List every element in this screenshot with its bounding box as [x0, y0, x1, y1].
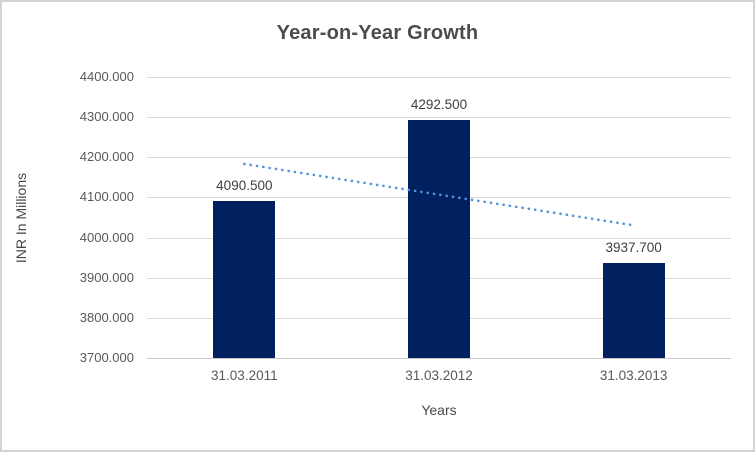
data-label: 4292.500 — [410, 97, 468, 113]
bar-31.03.2013 — [602, 262, 665, 358]
y-tick-label: 4300.000 — [79, 109, 134, 125]
y-tick-label: 4200.000 — [79, 149, 134, 165]
data-label: 3937.700 — [605, 239, 662, 255]
gridline — [147, 117, 731, 119]
y-tick-label: 3900.000 — [79, 269, 134, 285]
x-tick-label: 31.03.2012 — [405, 368, 473, 383]
bar-31.03.2012 — [408, 120, 470, 358]
x-tick-label: 31.03.2013 — [599, 368, 668, 383]
data-label: 4090.500 — [216, 178, 273, 194]
y-tick-label: 4100.000 — [79, 189, 134, 205]
trendline — [243, 162, 635, 227]
gridline — [147, 77, 731, 78]
y-tick-label: 3800.000 — [79, 309, 134, 325]
x-axis-title: Years — [421, 402, 457, 418]
y-tick-label: 3700.000 — [79, 350, 134, 365]
chart-title: Year-on-Year Growth — [276, 22, 479, 44]
y-tick-label: 4000.000 — [79, 229, 134, 245]
x-tick-label: 31.03.2011 — [211, 368, 278, 383]
bar-31.03.2011 — [213, 201, 276, 358]
y-tick-label: 4400.000 — [79, 69, 134, 84]
plot-area — [147, 77, 731, 359]
